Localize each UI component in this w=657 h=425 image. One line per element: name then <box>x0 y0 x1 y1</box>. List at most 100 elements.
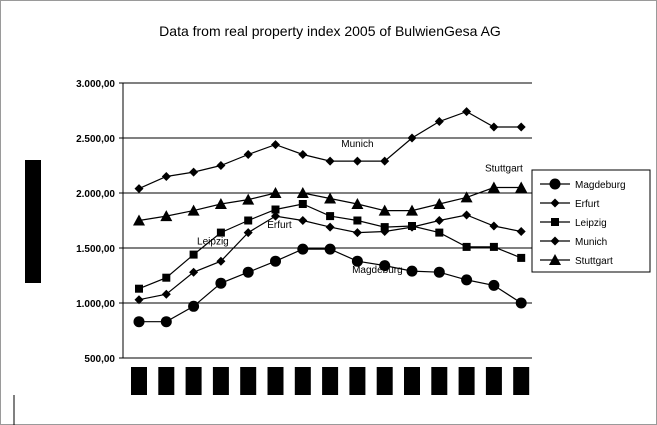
annotations: Munich Stuttgart Leipzig Erfurt Magdeburg <box>197 139 523 276</box>
data-point <box>515 297 527 309</box>
y-tick-label: 2.000,00 <box>76 189 115 200</box>
data-point <box>379 260 391 272</box>
legend-label: Erfurt <box>575 199 600 210</box>
data-point <box>325 222 335 232</box>
data-point <box>351 198 364 209</box>
legend-marker <box>551 218 559 226</box>
annotation-label: Erfurt <box>267 220 292 231</box>
legend-label: Leipzig <box>575 218 607 229</box>
redacted-x-tick-label <box>294 367 311 395</box>
data-point <box>214 198 227 209</box>
legend-marker <box>550 198 560 208</box>
data-point <box>189 167 199 177</box>
redacted-x-tick-label <box>431 367 448 395</box>
redacted-x-tick-label <box>131 367 147 395</box>
data-point <box>216 228 225 237</box>
y-tick-label: 1.000,00 <box>76 299 115 310</box>
data-point <box>462 242 471 251</box>
data-point <box>271 211 280 221</box>
data-point <box>243 150 253 159</box>
data-point <box>489 221 499 231</box>
legend-entry: Stuttgart <box>540 254 613 267</box>
data-point <box>215 277 227 289</box>
redacted-x-tick-label <box>212 367 229 395</box>
y-tick-label: 1.500,00 <box>76 244 115 255</box>
data-point <box>271 140 280 150</box>
data-point <box>408 222 416 230</box>
data-point <box>242 193 255 205</box>
data-point <box>298 150 308 159</box>
redacted-y-axis-label <box>25 160 41 283</box>
legend-entry: Magdeburg <box>540 178 626 191</box>
data-point <box>189 250 198 259</box>
data-point <box>407 133 417 143</box>
data-point <box>216 161 226 170</box>
redacted-x-tick-label <box>458 367 475 395</box>
data-point <box>133 316 145 328</box>
series-line <box>138 110 522 190</box>
data-point <box>434 117 444 126</box>
data-point <box>325 156 335 166</box>
legend-entry: Leipzig <box>540 218 607 229</box>
data-point <box>406 265 418 277</box>
series-group <box>133 107 528 328</box>
redacted-x-tick-label <box>158 367 175 395</box>
redacted-x-tick-label <box>240 367 257 395</box>
legend-label: Stuttgart <box>575 256 613 267</box>
legend-label: Munich <box>575 237 607 248</box>
data-point <box>433 266 445 278</box>
data-point <box>461 274 473 286</box>
data-point <box>162 273 171 282</box>
data-point <box>134 295 144 305</box>
data-point <box>353 216 362 225</box>
data-point <box>406 204 418 216</box>
data-point <box>160 316 172 328</box>
data-point <box>297 243 309 255</box>
data-point <box>270 255 281 267</box>
data-point <box>135 284 143 293</box>
data-point <box>435 228 444 237</box>
data-point <box>189 267 199 277</box>
series-munich <box>134 107 526 194</box>
annotation-label: Leipzig <box>197 237 229 248</box>
data-point <box>433 198 446 209</box>
annotation-label: Munich <box>341 139 373 150</box>
data-point <box>242 266 254 278</box>
data-point <box>515 181 528 193</box>
data-point <box>489 122 499 132</box>
legend-entry: Munich <box>540 236 607 248</box>
data-point <box>133 214 145 226</box>
data-point <box>460 191 473 203</box>
data-point <box>271 205 280 214</box>
data-point <box>244 216 253 225</box>
data-point <box>380 223 389 232</box>
axes <box>122 83 532 359</box>
series-stuttgart <box>133 181 528 226</box>
legend-marker <box>549 254 561 265</box>
data-point <box>161 172 171 181</box>
redacted-x-tick-label <box>404 367 420 395</box>
data-point <box>434 216 444 225</box>
legend-label: Magdeburg <box>575 180 626 191</box>
data-point <box>517 253 526 262</box>
data-point <box>161 289 171 299</box>
data-point <box>462 107 472 117</box>
y-tick-label: 2.500,00 <box>76 134 115 145</box>
redacted-x-tick-label <box>185 367 202 395</box>
data-point <box>352 228 362 238</box>
redacted-x-tick-label <box>376 367 393 395</box>
data-point <box>298 216 308 225</box>
data-point <box>352 156 362 166</box>
annotation-label: Magdeburg <box>352 265 403 276</box>
data-point <box>243 228 253 238</box>
data-point <box>324 243 336 255</box>
redacted-x-tick-label <box>267 367 284 395</box>
legend: Magdeburg Erfurt Leipzig Munich Stuttgart <box>531 169 651 273</box>
y-tick-label: 500,00 <box>84 354 115 365</box>
data-point <box>160 210 173 222</box>
data-point <box>378 204 391 216</box>
redacted-x-tick-label <box>322 367 339 395</box>
gridlines <box>119 82 532 359</box>
data-point <box>462 210 472 220</box>
